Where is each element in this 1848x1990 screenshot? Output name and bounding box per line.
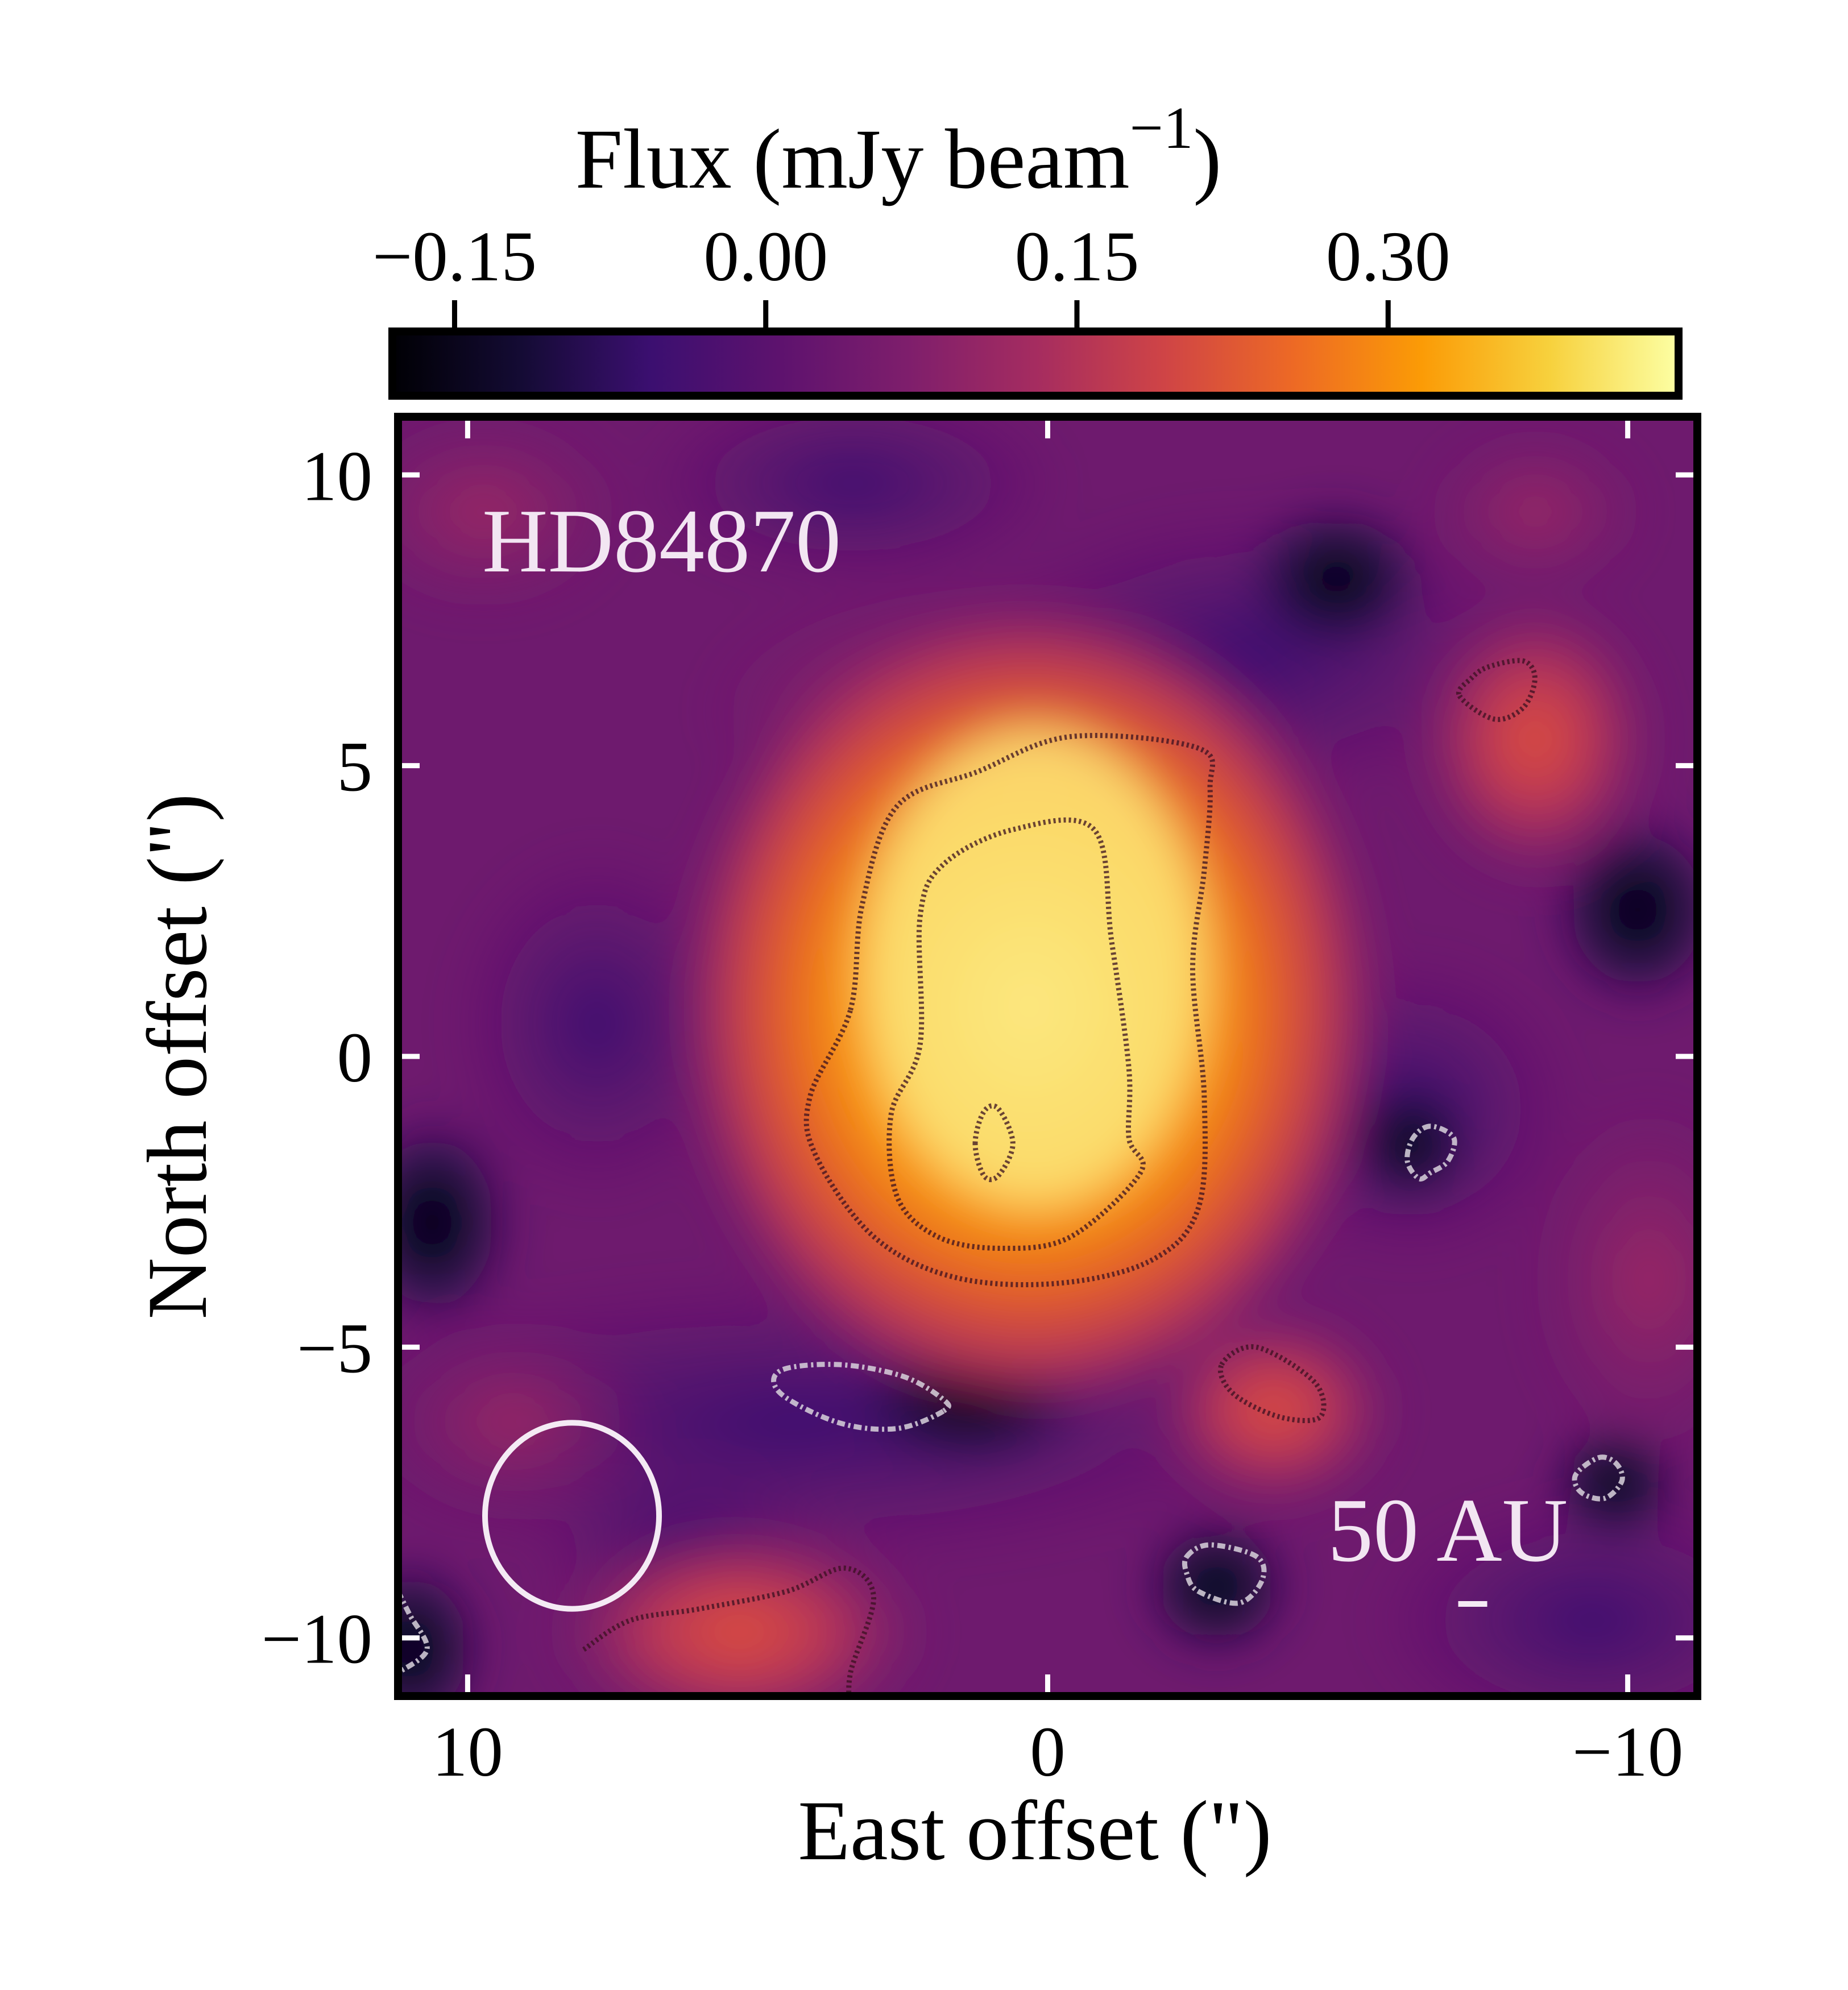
colorbar-gradient: [392, 331, 1679, 396]
y-tick-label: −10: [262, 1601, 373, 1679]
outer-emission-contour: [803, 733, 1215, 1288]
colorbar-label: Flux (mJy beam−1): [575, 94, 1222, 206]
y-tick-label: −5: [297, 1309, 372, 1388]
flux-map: HD84870 50 AU: [394, 413, 1701, 1700]
far-west-dip-contour: [1572, 1454, 1625, 1502]
plot-frame: [394, 413, 1701, 1700]
contour-layer: [398, 658, 1625, 1696]
tick-labels: 10 0 −10 10 5 0 −5 −10: [262, 437, 1684, 1792]
south-blob-contour: [1217, 1344, 1327, 1424]
colorbar: Flux (mJy beam−1) −0.15 0.00 0.15 0.30: [372, 94, 1683, 400]
north-east-blob-contour: [1456, 658, 1538, 722]
west-dip-contour: [1404, 1123, 1457, 1182]
x-tick-label: 10: [432, 1713, 503, 1792]
corner-dip-contour: [398, 1590, 430, 1675]
south-dip-contour: [771, 1362, 951, 1432]
y-tick-label: 5: [337, 728, 373, 807]
x-axis-label: East offset ("): [798, 1784, 1271, 1878]
colorbar-tick-label: 0.15: [1015, 218, 1140, 296]
y-tick-label: 0: [337, 1019, 373, 1097]
colorbar-tick-label: 0.30: [1326, 218, 1451, 296]
scale-bar-label: 50 AU: [1328, 1479, 1568, 1581]
x-tick-label: 0: [1030, 1713, 1066, 1792]
south-west-dip-contour: [1182, 1542, 1267, 1606]
x-tick-label: −10: [1572, 1713, 1684, 1792]
colorbar-ticks: −0.15 0.00 0.15 0.30: [372, 218, 1451, 331]
scale-bar: [1458, 1601, 1487, 1607]
beam-ellipse: [482, 1420, 662, 1612]
y-tick-label: 10: [301, 437, 372, 516]
inner-emission-contour: [886, 817, 1146, 1251]
colorbar-frame: [388, 327, 1683, 400]
target-name: HD84870: [482, 490, 841, 591]
colorbar-tick-label: 0.00: [703, 218, 828, 296]
y-axis-label: North offset ("): [130, 794, 225, 1320]
colorbar-tick-label: −0.15: [372, 218, 537, 296]
